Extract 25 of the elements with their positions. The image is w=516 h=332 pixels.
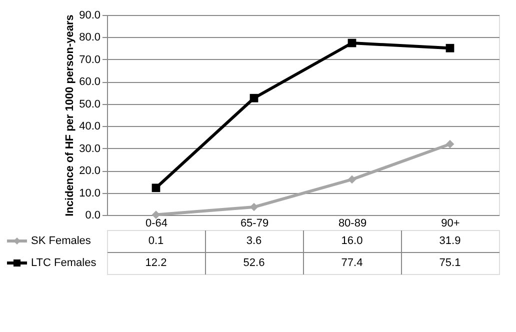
legend-label: SK Females xyxy=(31,235,92,247)
data-label: 31.9 xyxy=(439,235,461,247)
y-tick-label: 40.0 xyxy=(79,120,100,133)
y-tick-label: 50.0 xyxy=(79,98,100,110)
y-tick-label: 80.0 xyxy=(79,32,100,44)
y-tick-label: 70.0 xyxy=(79,54,100,66)
x-tick-label: 80-89 xyxy=(338,218,367,230)
data-label: 0.1 xyxy=(148,235,164,247)
data-label: 52.6 xyxy=(243,257,265,269)
y-tick-label: 90.0 xyxy=(79,10,100,22)
y-tick-label: 0.0 xyxy=(85,210,100,222)
data-label: 16.0 xyxy=(341,235,363,247)
data-label: 77.4 xyxy=(341,257,363,269)
x-tick-label: 0-64 xyxy=(145,218,168,230)
y-tick-label: 10.0 xyxy=(79,187,100,200)
y-tick-label: 20.0 xyxy=(79,165,100,178)
data-label: 75.1 xyxy=(439,257,461,269)
y-tick-label: 60.0 xyxy=(79,76,100,88)
legend-label: LTC Females xyxy=(31,257,97,269)
y-axis-title: Incidence of HF per 1000 person-years xyxy=(64,14,76,216)
data-label: 3.6 xyxy=(246,235,262,247)
x-tick-label: 90+ xyxy=(441,218,460,230)
data-label: 12.2 xyxy=(145,257,167,269)
y-tick-label: 30.0 xyxy=(79,142,100,155)
x-tick-label: 65-79 xyxy=(240,218,269,230)
